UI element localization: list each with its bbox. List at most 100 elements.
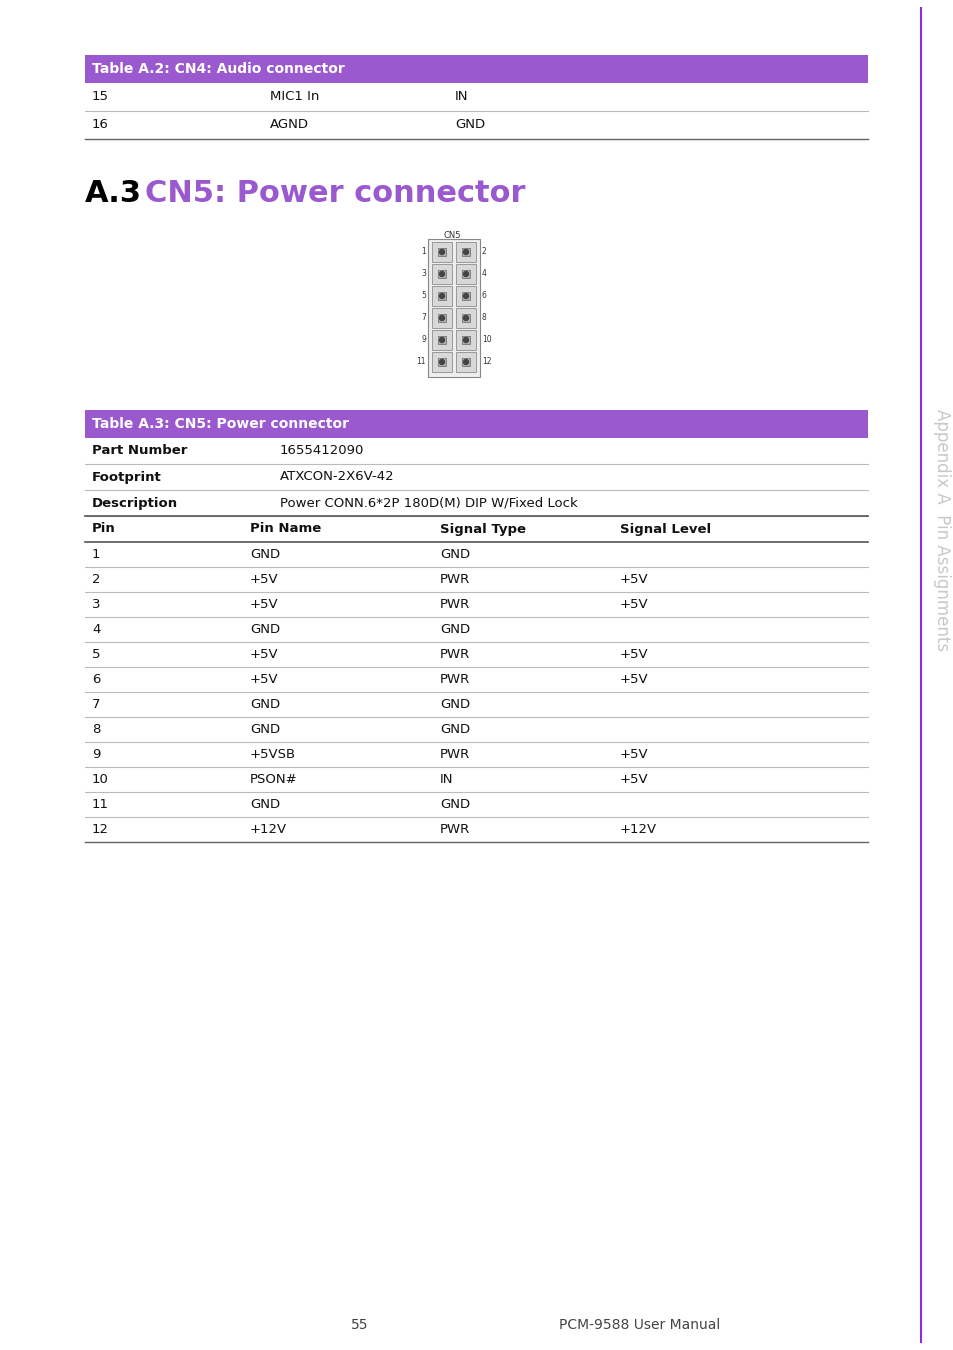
Text: 55: 55	[351, 1318, 369, 1332]
Text: PCM-9588 User Manual: PCM-9588 User Manual	[558, 1318, 720, 1332]
Bar	[461, 292, 470, 300]
Text: +12V: +12V	[619, 824, 657, 836]
Bar	[432, 265, 452, 284]
Bar	[461, 270, 470, 278]
Bar	[432, 352, 452, 373]
Text: +5V: +5V	[250, 648, 278, 662]
Bar	[456, 286, 476, 306]
Text: PWR: PWR	[439, 648, 470, 662]
Bar	[456, 352, 476, 373]
Text: ATXCON-2X6V-42: ATXCON-2X6V-42	[280, 471, 395, 483]
Text: 15: 15	[91, 90, 109, 104]
Text: 3: 3	[420, 270, 426, 278]
Text: Pin Name: Pin Name	[250, 522, 321, 536]
Circle shape	[463, 359, 468, 364]
Bar	[437, 270, 446, 278]
Bar	[456, 329, 476, 350]
Text: 2: 2	[481, 247, 486, 256]
Bar	[461, 248, 470, 256]
Circle shape	[439, 316, 444, 320]
Text: GND: GND	[439, 622, 470, 636]
Text: Footprint: Footprint	[91, 471, 162, 483]
Bar	[85, 410, 867, 437]
Bar	[456, 308, 476, 328]
Text: A.3: A.3	[85, 178, 142, 208]
Text: CN5: Power connector: CN5: Power connector	[145, 178, 525, 208]
Text: Power CONN.6*2P 180D(M) DIP W/Fixed Lock: Power CONN.6*2P 180D(M) DIP W/Fixed Lock	[280, 497, 578, 509]
Bar	[456, 265, 476, 284]
Circle shape	[463, 293, 468, 298]
Text: 6: 6	[481, 292, 486, 301]
Bar	[461, 336, 470, 344]
Text: 16: 16	[91, 119, 109, 131]
Text: GND: GND	[250, 724, 280, 736]
Text: 8: 8	[481, 313, 486, 323]
Text: 12: 12	[481, 358, 491, 366]
Bar	[432, 286, 452, 306]
Text: 12: 12	[91, 824, 109, 836]
Bar	[437, 315, 446, 323]
Circle shape	[439, 250, 444, 255]
Text: +5V: +5V	[619, 598, 648, 612]
Text: 4: 4	[481, 270, 486, 278]
Text: Part Number: Part Number	[91, 444, 187, 458]
Text: Pin: Pin	[91, 522, 115, 536]
Bar	[85, 55, 867, 82]
Text: GND: GND	[439, 724, 470, 736]
Text: 4: 4	[91, 622, 100, 636]
Text: GND: GND	[250, 622, 280, 636]
Text: +12V: +12V	[250, 824, 287, 836]
Text: 1: 1	[421, 247, 426, 256]
Text: AGND: AGND	[270, 119, 309, 131]
Text: 7: 7	[91, 698, 100, 711]
Text: 3: 3	[91, 598, 100, 612]
Text: 11: 11	[416, 358, 426, 366]
Bar	[437, 358, 446, 366]
Text: Appendix A  Pin Assignments: Appendix A Pin Assignments	[932, 409, 950, 651]
Bar	[461, 358, 470, 366]
Text: MIC1 In: MIC1 In	[270, 90, 319, 104]
Text: GND: GND	[455, 119, 485, 131]
Text: 10: 10	[481, 336, 491, 344]
Text: GND: GND	[250, 548, 280, 562]
Text: GND: GND	[250, 798, 280, 811]
Text: Table A.2: CN4: Audio connector: Table A.2: CN4: Audio connector	[91, 62, 344, 76]
Circle shape	[439, 271, 444, 277]
Text: 1: 1	[91, 548, 100, 562]
Bar	[432, 329, 452, 350]
Text: Description: Description	[91, 497, 178, 509]
Text: +5V: +5V	[250, 572, 278, 586]
Bar	[461, 315, 470, 323]
Text: PWR: PWR	[439, 674, 470, 686]
Bar	[437, 292, 446, 300]
Text: +5V: +5V	[619, 674, 648, 686]
Circle shape	[439, 359, 444, 364]
Text: +5V: +5V	[619, 648, 648, 662]
Circle shape	[463, 250, 468, 255]
Circle shape	[439, 293, 444, 298]
Text: 8: 8	[91, 724, 100, 736]
Text: Signal Level: Signal Level	[619, 522, 710, 536]
Text: +5V: +5V	[250, 674, 278, 686]
Bar	[437, 248, 446, 256]
Text: +5V: +5V	[619, 748, 648, 761]
Text: +5V: +5V	[250, 598, 278, 612]
Circle shape	[463, 271, 468, 277]
Text: +5V: +5V	[619, 572, 648, 586]
Bar	[432, 242, 452, 262]
Text: +5V: +5V	[619, 774, 648, 786]
Text: PWR: PWR	[439, 824, 470, 836]
Circle shape	[463, 316, 468, 320]
Text: 6: 6	[91, 674, 100, 686]
Text: 9: 9	[420, 336, 426, 344]
Text: 5: 5	[420, 292, 426, 301]
Text: PWR: PWR	[439, 572, 470, 586]
Text: CN5: CN5	[443, 231, 460, 239]
Text: PWR: PWR	[439, 748, 470, 761]
Text: GND: GND	[250, 698, 280, 711]
Text: IN: IN	[455, 90, 468, 104]
Text: 9: 9	[91, 748, 100, 761]
Text: 5: 5	[91, 648, 100, 662]
Text: PSON#: PSON#	[250, 774, 297, 786]
Text: GND: GND	[439, 798, 470, 811]
